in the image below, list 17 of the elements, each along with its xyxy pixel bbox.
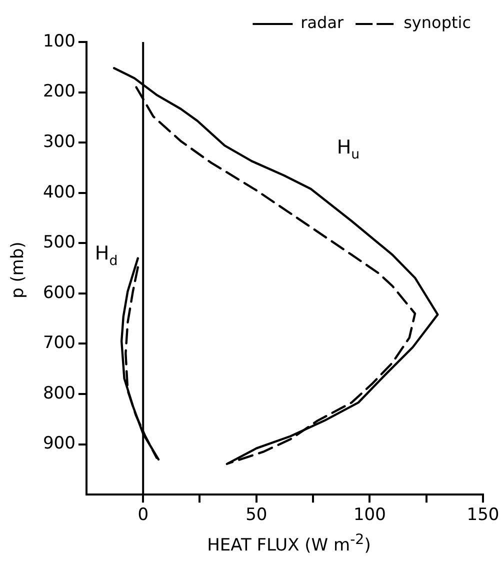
y-tick-label: 100 [42,31,76,52]
y-tick-label: 700 [42,333,76,354]
y-tick-label: 300 [42,132,76,152]
y-tick-label: 800 [42,383,76,404]
legend-label: synoptic [404,13,471,32]
y-tick-label: 500 [42,232,76,253]
y-tick-label: 900 [42,434,76,454]
y-axis-title: p (mb) [8,240,28,300]
y-tick-label: 200 [42,82,76,102]
x-tick-label: 100 [353,505,386,526]
legend-label: radar [300,13,344,32]
x-tick-label: 150 [466,505,500,526]
y-tick-label: 600 [42,282,76,303]
x-tick-label: 50 [246,505,268,526]
x-tick-label: 0 [138,505,149,526]
y-tick-label: 400 [42,182,76,202]
x-axis-title: HEAT FLUX (W m$^{-2}$) [206,532,372,556]
